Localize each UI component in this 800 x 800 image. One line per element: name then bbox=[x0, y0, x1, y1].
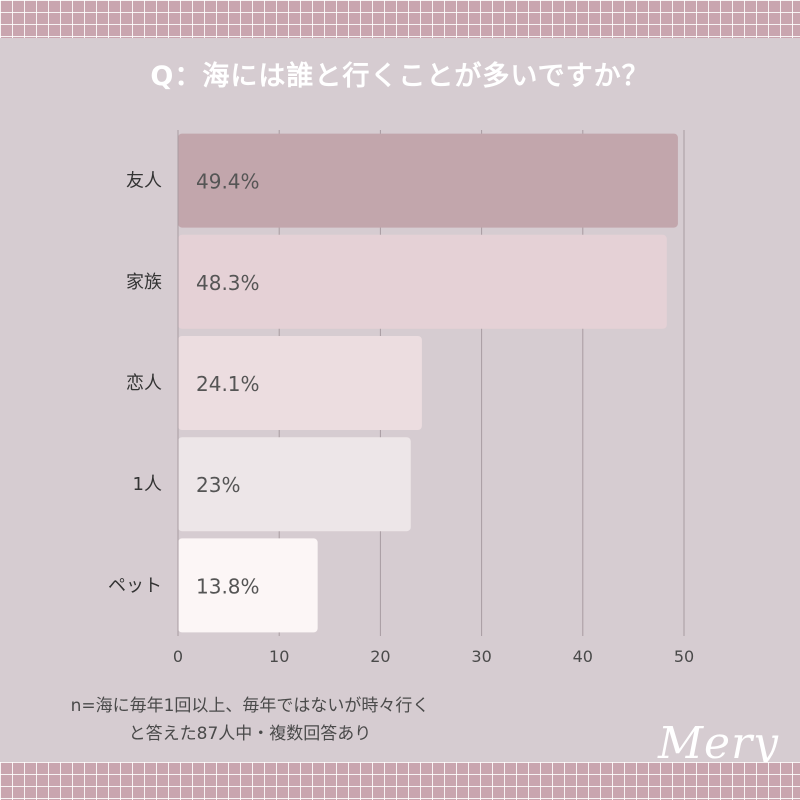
chart-title: Q：海には誰と行くことが多いですか？ bbox=[150, 61, 650, 92]
x-tick-label: 30 bbox=[471, 647, 491, 666]
sample-note-line-1: n=海に毎年1回以上、毎年ではないが時々行く bbox=[70, 696, 430, 716]
bar bbox=[178, 336, 422, 430]
sample-note-line-2: と答えた87人中・複数回答あり bbox=[128, 724, 372, 744]
x-tick-label: 10 bbox=[269, 647, 289, 666]
category-label: 恋人 bbox=[126, 372, 162, 394]
bottom-grid-strip bbox=[0, 762, 800, 800]
bar bbox=[178, 234, 667, 329]
top-grid-strip bbox=[0, 0, 800, 38]
data-label: 49.4% bbox=[196, 170, 260, 194]
data-label: 48.3% bbox=[196, 271, 260, 295]
category-label: ペット bbox=[108, 575, 162, 596]
category-label: 家族 bbox=[126, 272, 162, 293]
mery-logo: Mery bbox=[658, 718, 779, 769]
x-tick-label: 50 bbox=[674, 647, 694, 666]
sample-note: n=海に毎年1回以上、毎年ではないが時々行く と答えた87人中・複数回答あり bbox=[20, 692, 480, 748]
category-label: 1人 bbox=[133, 474, 162, 495]
data-label: 24.1% bbox=[196, 372, 260, 396]
x-tick-label: 0 bbox=[173, 647, 183, 666]
category-label: 友人 bbox=[126, 171, 162, 192]
x-tick-label: 20 bbox=[370, 647, 390, 666]
bar bbox=[178, 437, 411, 532]
data-label: 13.8% bbox=[196, 574, 260, 598]
bar bbox=[178, 538, 318, 633]
x-tick-label: 40 bbox=[573, 647, 593, 666]
data-label: 23% bbox=[196, 473, 240, 497]
bar bbox=[178, 133, 678, 228]
